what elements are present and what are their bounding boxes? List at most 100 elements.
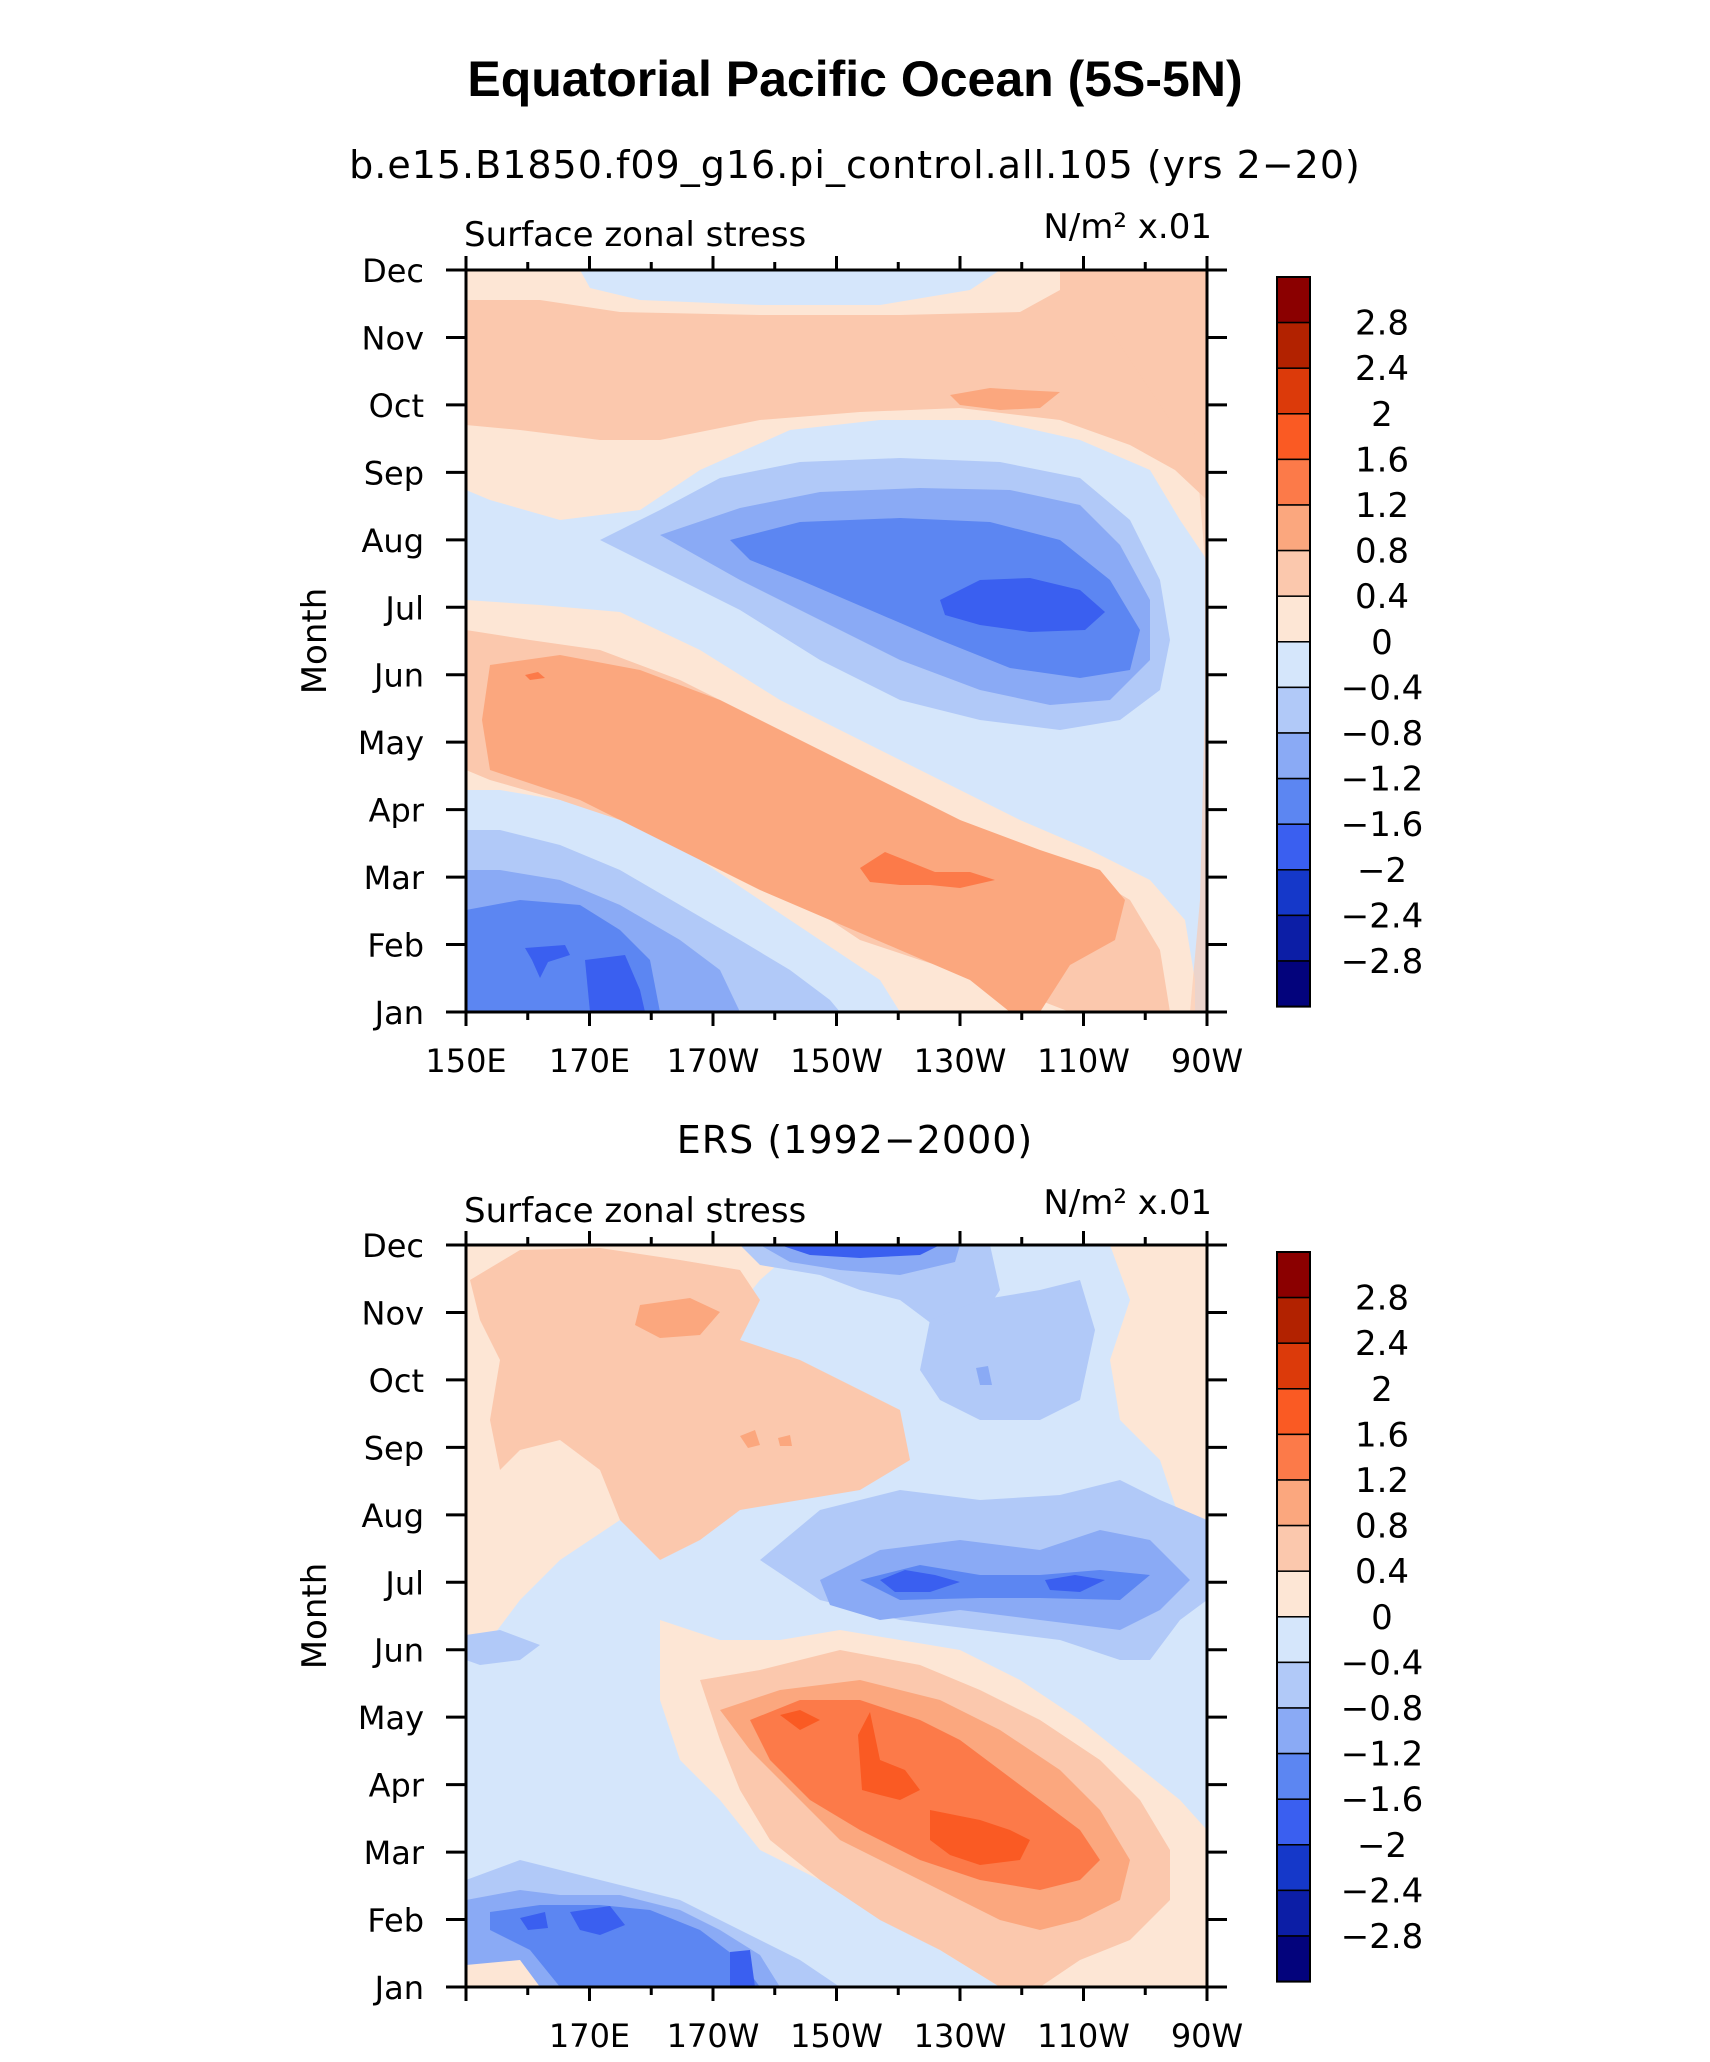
contour-pos-0.4-ne — [1060, 270, 1207, 440]
y-tick-label: Oct — [369, 1362, 424, 1400]
obs-neg-1.6-jan — [730, 1950, 755, 1987]
colorbar-level-label: −2 — [1357, 851, 1407, 891]
y-tick-label: Dec — [362, 252, 424, 290]
colorbar-swatch — [1276, 1844, 1311, 1892]
y-tick-label: Feb — [367, 927, 424, 965]
y-tick-label: Aug — [362, 522, 424, 560]
colorbar-level-label: 2 — [1371, 395, 1393, 435]
obs-neg-1.6-jul-b — [1045, 1575, 1105, 1592]
colorbar-swatch — [1276, 686, 1311, 734]
colorbar-level-label: 1.2 — [1355, 486, 1409, 526]
colorbar-swatch — [1276, 367, 1311, 415]
x-tick-label: 170E — [549, 1042, 630, 1080]
x-tick-label: 170W — [667, 1042, 760, 1080]
y-tick-label: Jan — [373, 994, 424, 1032]
colorbar-swatch — [1276, 732, 1311, 780]
colorbar-swatch — [1276, 869, 1311, 917]
obs-neg-0.4-jun — [466, 1630, 540, 1665]
colorbar-swatch — [1276, 777, 1311, 825]
panel-2-variable: Surface zonal stress — [464, 1191, 806, 1231]
y-tick-label: Mar — [364, 859, 425, 897]
colorbar-swatch — [1276, 1661, 1311, 1709]
y-tick-label: Jul — [383, 589, 424, 627]
colorbar-level-label: −0.8 — [1341, 1689, 1424, 1729]
colorbar-swatch — [1276, 914, 1311, 962]
colorbar-level-label: −1.2 — [1341, 1735, 1424, 1775]
colorbar-level-label: −2.4 — [1341, 1871, 1424, 1911]
colorbar-swatch — [1276, 321, 1311, 369]
y-tick-label: May — [358, 724, 424, 762]
colorbar-level-label: −2.4 — [1341, 896, 1424, 936]
panel-2-axes: Jan Feb Mar Apr May Jun Jul Aug Sep Oct Nov Dec 170E… — [358, 1227, 1243, 2055]
panel-1-ylabel: Month — [295, 588, 335, 695]
x-tick-label: 90W — [1171, 1042, 1243, 1080]
colorbar-level-label: 0 — [1371, 1598, 1393, 1638]
y-tick-label: Feb — [367, 1902, 424, 1940]
colorbar-level-label: −0.8 — [1341, 714, 1424, 754]
x-tick-label: 110W — [1037, 2017, 1130, 2055]
colorbar-level-label: 2.4 — [1355, 349, 1409, 389]
colorbar-swatch — [1276, 458, 1311, 506]
panel-1-title: b.e15.B1850.f09_g16.pi_control.all.105 (… — [349, 143, 1361, 187]
obs-pos-1.6-apr — [858, 1712, 920, 1800]
contour-pos-0.4-upper — [466, 270, 1207, 500]
colorbar-swatch — [1276, 641, 1311, 689]
panel-2-title: ERS (1992−2000) — [677, 1118, 1034, 1162]
figure-title: Equatorial Pacific Ocean (5S-5N) — [467, 51, 1242, 107]
obs-neg-0.4-oct — [920, 1280, 1095, 1420]
colorbar-swatch — [1276, 549, 1311, 597]
colorbar-level-label: −0.4 — [1341, 1643, 1424, 1683]
y-tick-label: Apr — [369, 1767, 425, 1805]
colorbar-swatch — [1276, 1752, 1311, 1800]
x-tick-label: 150W — [790, 1042, 883, 1080]
colorbar-level-label: −1.2 — [1341, 760, 1424, 800]
colorbar-swatch — [1276, 1707, 1311, 1755]
obs-pos-1.6-may — [780, 1710, 820, 1730]
panel-1-variable: Surface zonal stress — [464, 215, 806, 255]
colorbar-swatch — [1276, 1479, 1311, 1527]
obs-neg-1.6-feb-b — [570, 1906, 625, 1935]
y-tick-label: Jul — [383, 1564, 424, 1602]
colorbar-swatch — [1276, 1524, 1311, 1572]
obs-neg-1.2-jan — [490, 1905, 760, 1987]
colorbar-swatch — [1276, 504, 1311, 552]
y-tick-label: Jun — [372, 657, 424, 695]
x-tick-label: 130W — [914, 2017, 1007, 2055]
obs-pos-0.4-west — [470, 1248, 910, 1560]
colorbar-2: 2.8 2.4 2 1.6 1.2 0.8 0.4 0 −0.4 −0.8 −1.2 −1.6 −2 −2… — [1276, 1251, 1424, 1983]
contour-neg-1.6-jan — [585, 955, 645, 1012]
colorbar-swatch — [1276, 1889, 1311, 1937]
colorbar-swatch — [1276, 1296, 1311, 1344]
colorbar-level-label: 1.6 — [1355, 1415, 1409, 1455]
colorbar-swatch — [1276, 1251, 1311, 1299]
colorbar-swatch — [1276, 1388, 1311, 1436]
x-tick-label: 170E — [549, 2017, 630, 2055]
contour-neg-1.2 — [730, 518, 1140, 678]
y-tick-label: Dec — [362, 1227, 424, 1265]
y-tick-label: Nov — [362, 319, 424, 357]
panel-1-units: N/m² x.01 — [1043, 207, 1212, 247]
obs-neg-0.8-oct — [976, 1366, 992, 1385]
colorbar-swatch — [1276, 1935, 1311, 1983]
colorbar-swatch — [1276, 276, 1311, 324]
panel-1-contours — [466, 270, 1207, 1012]
contour-pos-0.8 — [482, 655, 1125, 1012]
y-tick-label: Nov — [362, 1294, 424, 1332]
colorbar-swatch — [1276, 960, 1311, 1008]
y-tick-label: Mar — [364, 1834, 425, 1872]
y-tick-label: Aug — [362, 1497, 424, 1535]
obs-neg-1.6-jul-a — [880, 1570, 960, 1592]
colorbar-frame — [1276, 276, 1311, 1008]
colorbar-level-label: −2.8 — [1341, 942, 1424, 982]
panel-1-axes: Jan Feb Mar Apr May Jun Jul Aug Sep Oct Nov Dec 150E… — [358, 252, 1243, 1080]
colorbar-level-label: −0.4 — [1341, 668, 1424, 708]
colorbar-swatch — [1276, 413, 1311, 461]
contour-pos-1.2-mar — [860, 852, 995, 888]
colorbar-swatch — [1276, 1433, 1311, 1481]
colorbar-level-label: 2.8 — [1355, 1279, 1409, 1319]
x-tick-label: 170W — [667, 2017, 760, 2055]
contour-pos-0.8-oct — [950, 388, 1060, 410]
obs-pos-0.8-sep-a — [740, 1430, 760, 1448]
